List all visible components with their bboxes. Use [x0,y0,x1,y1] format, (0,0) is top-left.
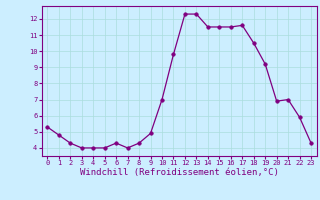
X-axis label: Windchill (Refroidissement éolien,°C): Windchill (Refroidissement éolien,°C) [80,168,279,177]
